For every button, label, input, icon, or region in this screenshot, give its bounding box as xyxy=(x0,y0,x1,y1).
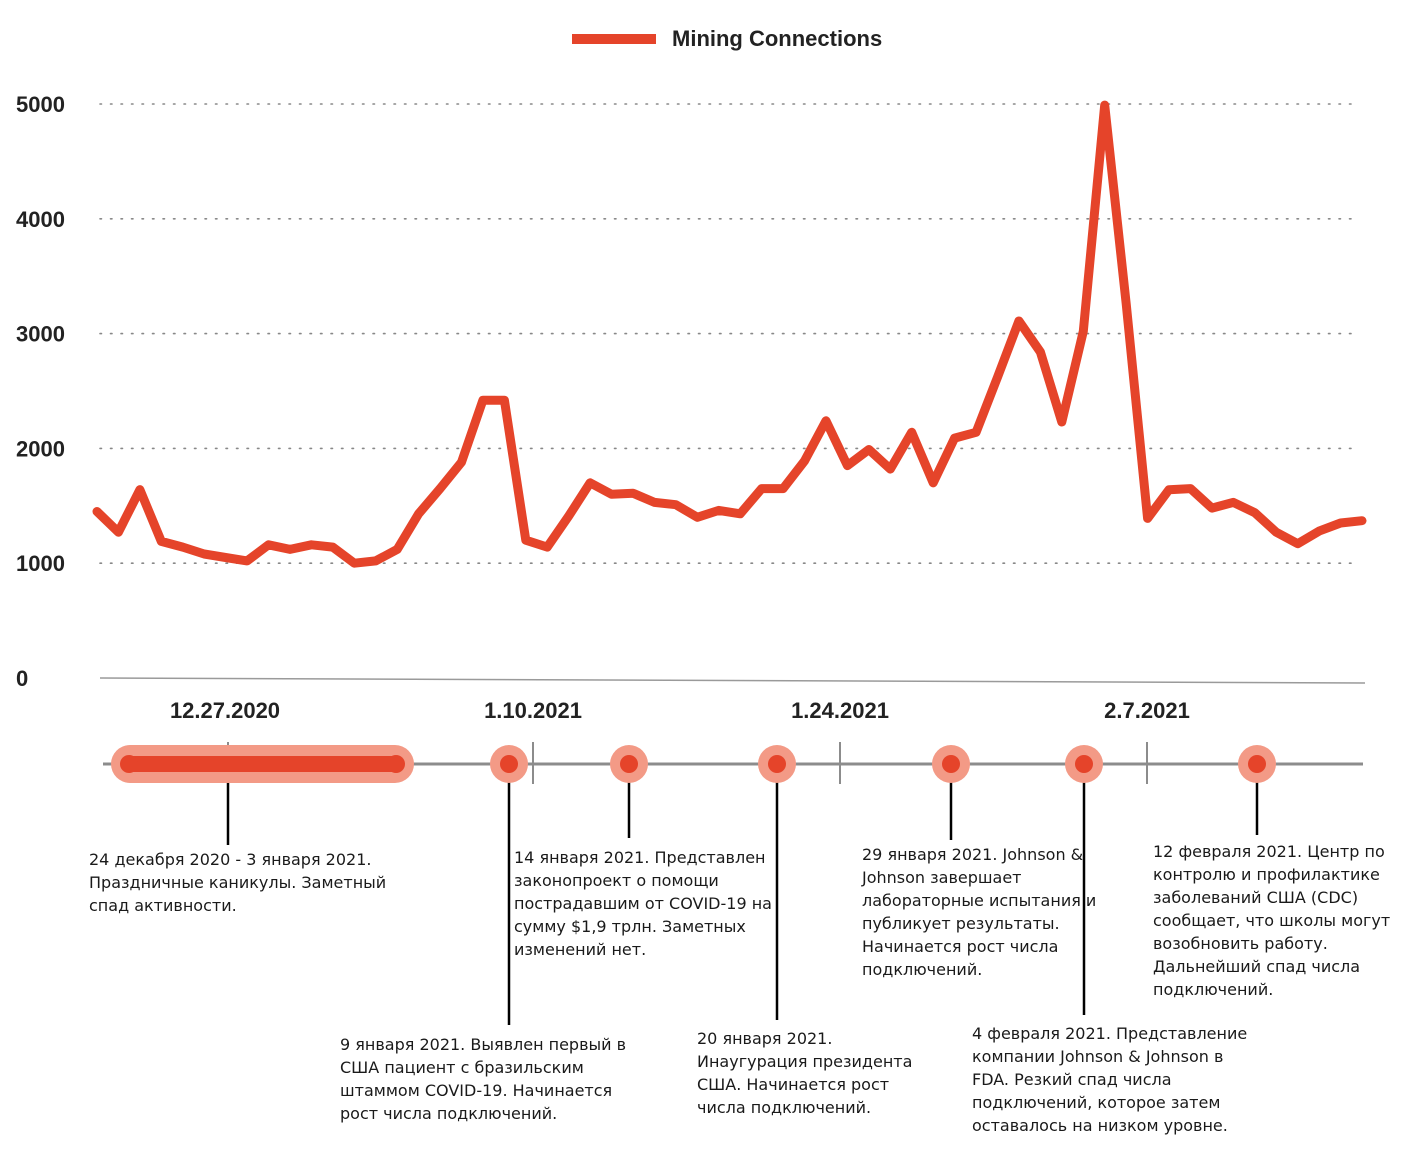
x-axis-baseline xyxy=(99,677,1366,684)
event-annotation-relief-bill: 14 января 2021. Представлен законопроект… xyxy=(514,848,772,959)
legend-swatch xyxy=(572,34,656,44)
series-line-mining-connections xyxy=(92,100,1367,568)
holiday-range-endpoint xyxy=(387,755,405,773)
event-annotation-brazil-strain: 9 января 2021. Выявлен первый в США паци… xyxy=(340,1035,627,1123)
x-date-label: 1.10.2021 xyxy=(484,698,582,723)
holiday-range-endpoint xyxy=(120,755,138,773)
holiday-range-fill xyxy=(129,756,397,772)
event-marker-dot xyxy=(768,755,786,773)
event-annotation-holidays: 24 декабря 2020 - 3 января 2021. Праздни… xyxy=(89,850,387,915)
event-marker-dot xyxy=(1075,755,1093,773)
legend-label: Mining Connections xyxy=(672,26,883,51)
y-tick-label: 1000 xyxy=(16,551,65,576)
legend: Mining Connections xyxy=(572,22,882,56)
y-tick-label: 3000 xyxy=(16,322,65,347)
event-annotation-inauguration: 20 января 2021. Инаугурация президента С… xyxy=(697,1029,913,1117)
event-annotation-cdc-schools: 12 февраля 2021. Центр по контролю и про… xyxy=(1153,842,1391,999)
event-annotation-jj-trials: 29 января 2021. Johnson & Johnson заверш… xyxy=(862,845,1097,979)
event-marker-dot xyxy=(942,755,960,773)
gridlines xyxy=(99,103,1361,565)
event-marker-dot xyxy=(620,755,638,773)
x-date-label: 12.27.2020 xyxy=(170,698,280,723)
x-date-label: 2.7.2021 xyxy=(1104,698,1190,723)
y-axis-ticks: 0 1000 2000 3000 4000 5000 xyxy=(16,92,65,691)
x-date-label: 1.24.2021 xyxy=(791,698,889,723)
y-tick-label: 0 xyxy=(16,666,28,691)
y-tick-label: 2000 xyxy=(16,436,65,461)
event-timeline xyxy=(103,742,1363,1025)
event-marker-dot xyxy=(500,755,518,773)
y-tick-label: 4000 xyxy=(16,207,65,232)
event-marker-dot xyxy=(1248,755,1266,773)
y-tick-label: 5000 xyxy=(16,92,65,117)
x-axis-date-labels: 12.27.2020 1.10.2021 1.24.2021 2.7.2021 xyxy=(170,698,1190,723)
event-annotation-jj-fda: 4 февраля 2021. Представление компании J… xyxy=(972,1024,1248,1135)
